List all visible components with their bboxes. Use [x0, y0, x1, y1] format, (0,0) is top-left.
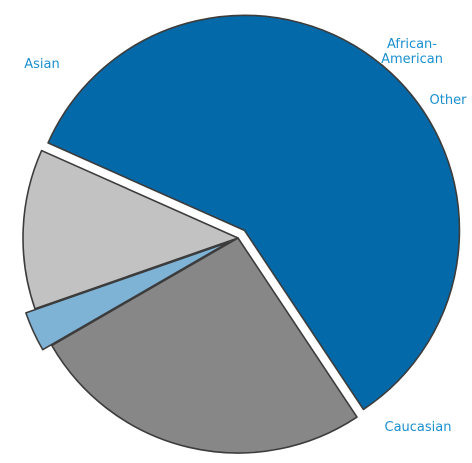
pie-slices — [22, 14, 461, 454]
slice-label-asian: Asian — [24, 57, 59, 72]
pie-slice-asian — [51, 237, 358, 454]
slice-label-african-american: African-American — [381, 37, 443, 67]
pie-slice-other — [22, 149, 239, 310]
pie-slice-caucasian — [47, 14, 461, 411]
pie-labels: Caucasian Asian African-American Other — [24, 37, 467, 435]
slice-label-other: Other — [430, 93, 468, 108]
slice-label-caucasian: Caucasian — [385, 420, 452, 435]
pie-slice-african-american — [25, 241, 230, 351]
